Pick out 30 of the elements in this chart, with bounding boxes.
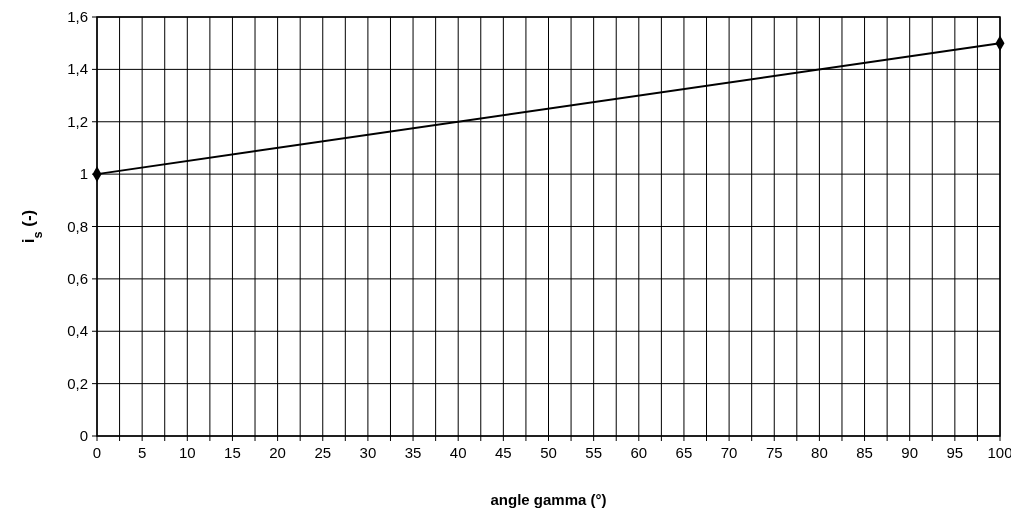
x-tick-label: 40 [449,444,467,461]
x-tick-label: 25 [314,444,332,461]
y-tick-label: 0,2 [67,374,88,392]
x-tick-label: 75 [765,444,783,461]
x-tick-label: 35 [404,444,422,461]
x-tick-label: 20 [269,444,286,461]
x-tick-label: 90 [901,444,919,461]
x-tick-label: 15 [224,444,241,461]
x-tick-label: 50 [540,444,557,461]
x-tick-label: 0 [92,444,102,461]
x-tick-label: 65 [675,444,693,461]
y-tick-label: 0,6 [67,269,88,287]
y-tick-label: 0 [79,427,88,444]
x-tick-label: 5 [137,444,147,461]
x-axis-title: angle gamma (°) [490,491,607,508]
x-tick-label: 10 [178,444,196,461]
y-tick-label: 0,8 [67,217,88,235]
y-tick-label: 0,4 [67,322,88,340]
x-tick-label: 60 [630,444,648,461]
x-tick-label: 85 [856,444,873,461]
y-tick-label: 1,4 [67,60,88,78]
x-tick-label: 70 [720,444,738,461]
y-tick-label: 1,6 [67,8,88,25]
y-tick-label: 1,2 [67,112,88,130]
x-tick-label: 95 [946,444,964,461]
x-tick-label: 30 [359,444,377,461]
y-tick-label: 1 [79,165,88,183]
x-tick-label: 45 [495,444,512,461]
x-tick-label: 55 [585,444,602,461]
x-tick-label: 80 [811,444,828,461]
